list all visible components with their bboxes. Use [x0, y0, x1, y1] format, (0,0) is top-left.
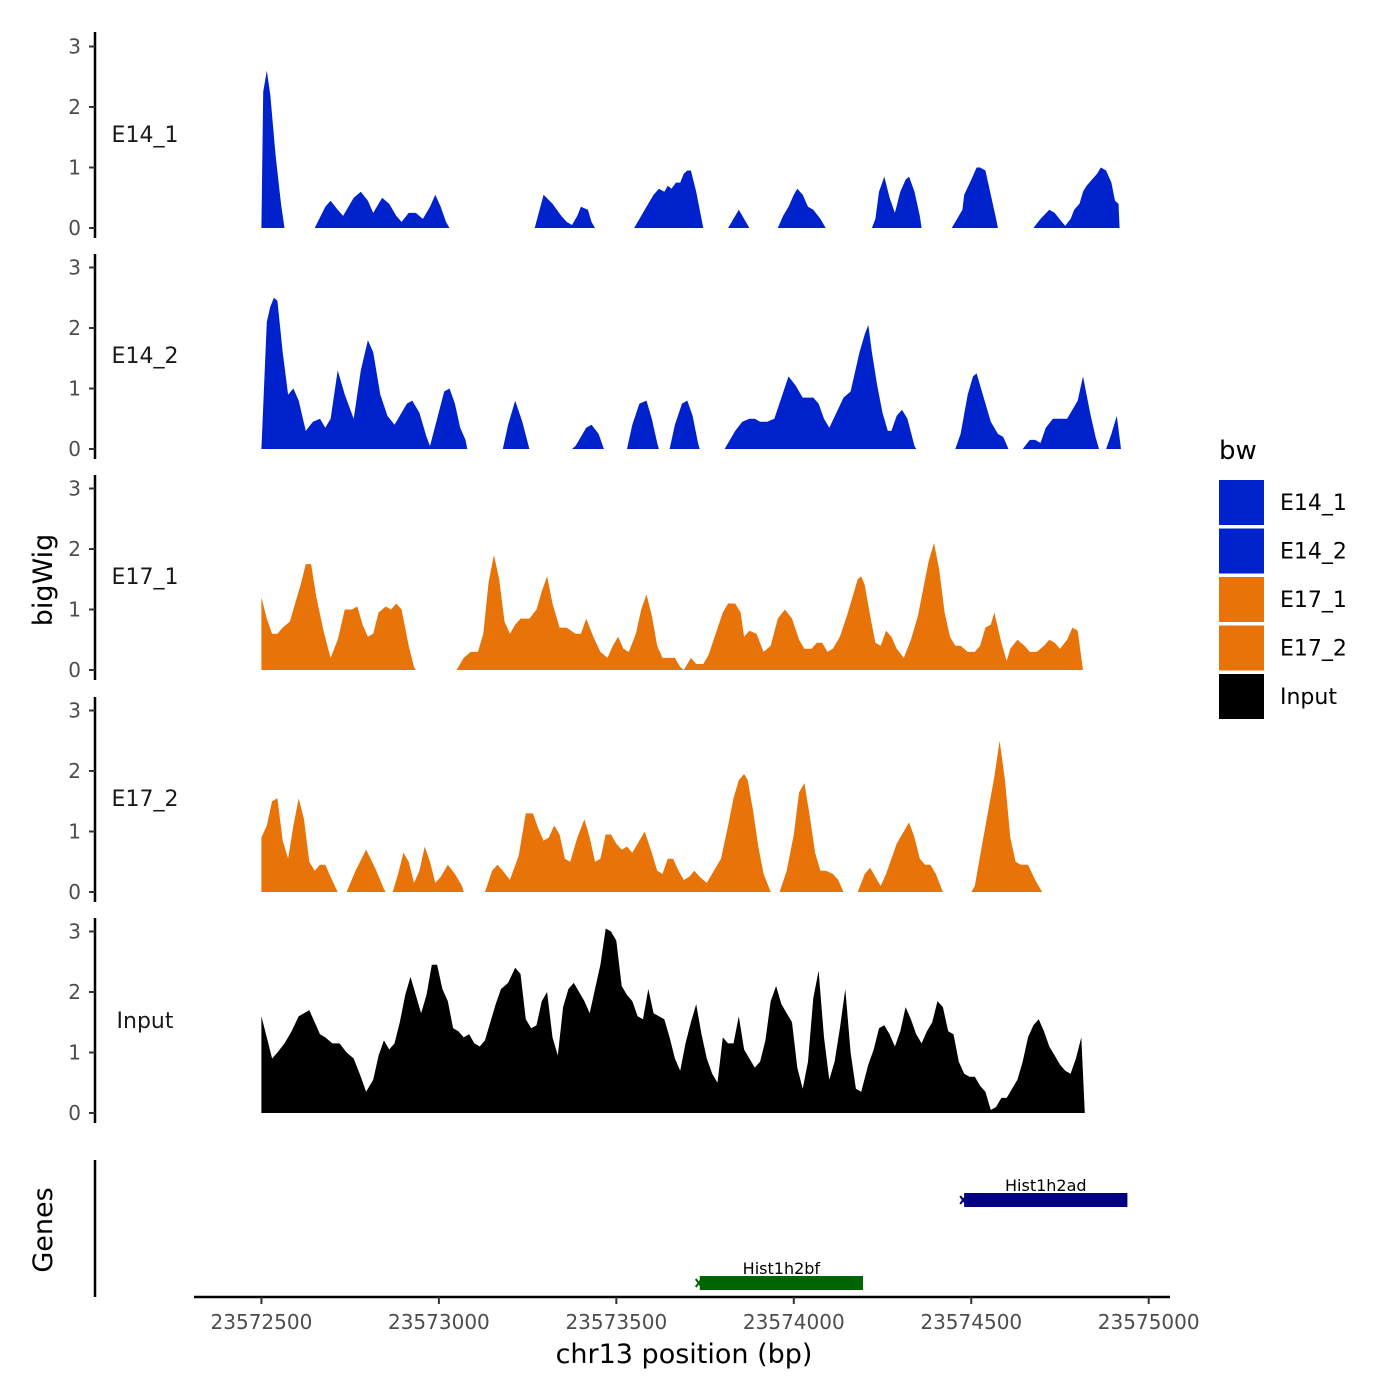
y-tick-label: 0: [68, 1101, 81, 1125]
legend-entry-input: Input: [1219, 674, 1337, 719]
y-tick-label: 0: [68, 437, 81, 461]
track-e14-1: 0 1 2 3 E14_1: [68, 32, 1120, 240]
legend-label: E14_1: [1280, 491, 1347, 516]
y-tick-label: 3: [68, 35, 81, 59]
x-tick-label: 23573500: [565, 1310, 667, 1334]
signal-area-e14-1: [261, 70, 1120, 228]
legend-swatch: [1219, 625, 1264, 671]
y-tick-label: 1: [68, 156, 81, 180]
track-e17-1: 0 1 2 3 E17_1: [68, 475, 1083, 682]
x-axis: 23572500 23573000 23573500 23574000 23574500…: [194, 1295, 1200, 1334]
y-axis-title: bigWig: [28, 534, 59, 627]
track-label: Input: [117, 1009, 174, 1034]
y-tick-label: 3: [68, 477, 81, 501]
x-tick-label: 23575000: [1098, 1310, 1200, 1334]
y-tick-label: 2: [68, 537, 81, 561]
x-axis-title: chr13 position (bp): [556, 1339, 813, 1370]
signal-area-e17-1: [261, 543, 1083, 670]
y-tick-label: 3: [68, 256, 81, 280]
y-tick-label: 1: [68, 820, 81, 844]
y-tick-label: 0: [68, 216, 81, 240]
track-e14-2: 0 1 2 3 E14_2: [68, 254, 1121, 461]
legend-label: E17_1: [1280, 588, 1347, 613]
legend-entry-e17-1: E17_1: [1219, 577, 1347, 622]
legend-swatch: [1219, 674, 1264, 719]
y-tick-label: 1: [68, 598, 81, 622]
genes-panel: Hist1h2ad Hist1h2bf: [93, 1160, 1128, 1297]
legend-entry-e14-1: E14_1: [1219, 480, 1347, 525]
y-tick-label: 3: [68, 920, 81, 944]
gene-hist1h2bf: Hist1h2bf: [694, 1259, 864, 1290]
y-tick-label: 0: [68, 658, 81, 682]
gene-hist1h2ad: Hist1h2ad: [959, 1176, 1128, 1207]
legend-title: bw: [1219, 436, 1257, 466]
y-tick-label: 2: [68, 980, 81, 1004]
gene-body: [964, 1193, 1128, 1207]
legend: bw E14_1 E14_2 E17_1 E17_2 Input: [1219, 436, 1347, 719]
gene-body: [699, 1276, 864, 1290]
gene-label: Hist1h2bf: [743, 1259, 821, 1278]
legend-label: E14_2: [1280, 540, 1347, 565]
gene-end-marker: [694, 1278, 703, 1288]
signal-area-input: [261, 928, 1085, 1113]
y-tick-label: 1: [68, 1041, 81, 1065]
legend-label: Input: [1280, 685, 1337, 710]
gene-end-marker: [959, 1195, 967, 1205]
legend-swatch: [1219, 528, 1264, 574]
y-tick-label: 2: [68, 759, 81, 783]
y-tick-label: 1: [68, 377, 81, 401]
x-tick-label: 23573000: [388, 1310, 490, 1334]
gene-label: Hist1h2ad: [1005, 1176, 1087, 1195]
legend-swatch: [1219, 577, 1264, 622]
y-tick-label: 2: [68, 316, 81, 340]
genes-axis-title: Genes: [28, 1187, 59, 1272]
legend-swatch: [1219, 480, 1264, 525]
signal-tracks: 0 1 2 3 E14_1 0 1 2 3 E14_2 0 1 2 3 E17_1 0 1 2 3 E17_2 0 1 2 3…: [68, 32, 1121, 1125]
x-tick-label: 23574500: [920, 1310, 1022, 1334]
track-label: E17_2: [112, 787, 179, 812]
legend-label: E17_2: [1280, 637, 1347, 662]
x-tick-label: 23572500: [211, 1310, 313, 1334]
legend-entry-e17-2: E17_2: [1219, 625, 1347, 671]
track-label: E14_2: [112, 344, 179, 369]
track-label: E14_1: [112, 123, 179, 148]
track-input: 0 1 2 3 Input: [68, 918, 1085, 1125]
y-tick-label: 3: [68, 699, 81, 723]
y-tick-label: 0: [68, 880, 81, 904]
signal-area-e17-2: [261, 740, 1043, 892]
legend-entry-e14-2: E14_2: [1219, 528, 1347, 574]
signal-area-e14-2: [261, 297, 1121, 449]
track-label: E17_1: [112, 565, 179, 590]
track-e17-2: 0 1 2 3 E17_2: [68, 697, 1043, 904]
x-tick-label: 23574000: [743, 1310, 845, 1334]
y-tick-label: 2: [68, 95, 81, 119]
